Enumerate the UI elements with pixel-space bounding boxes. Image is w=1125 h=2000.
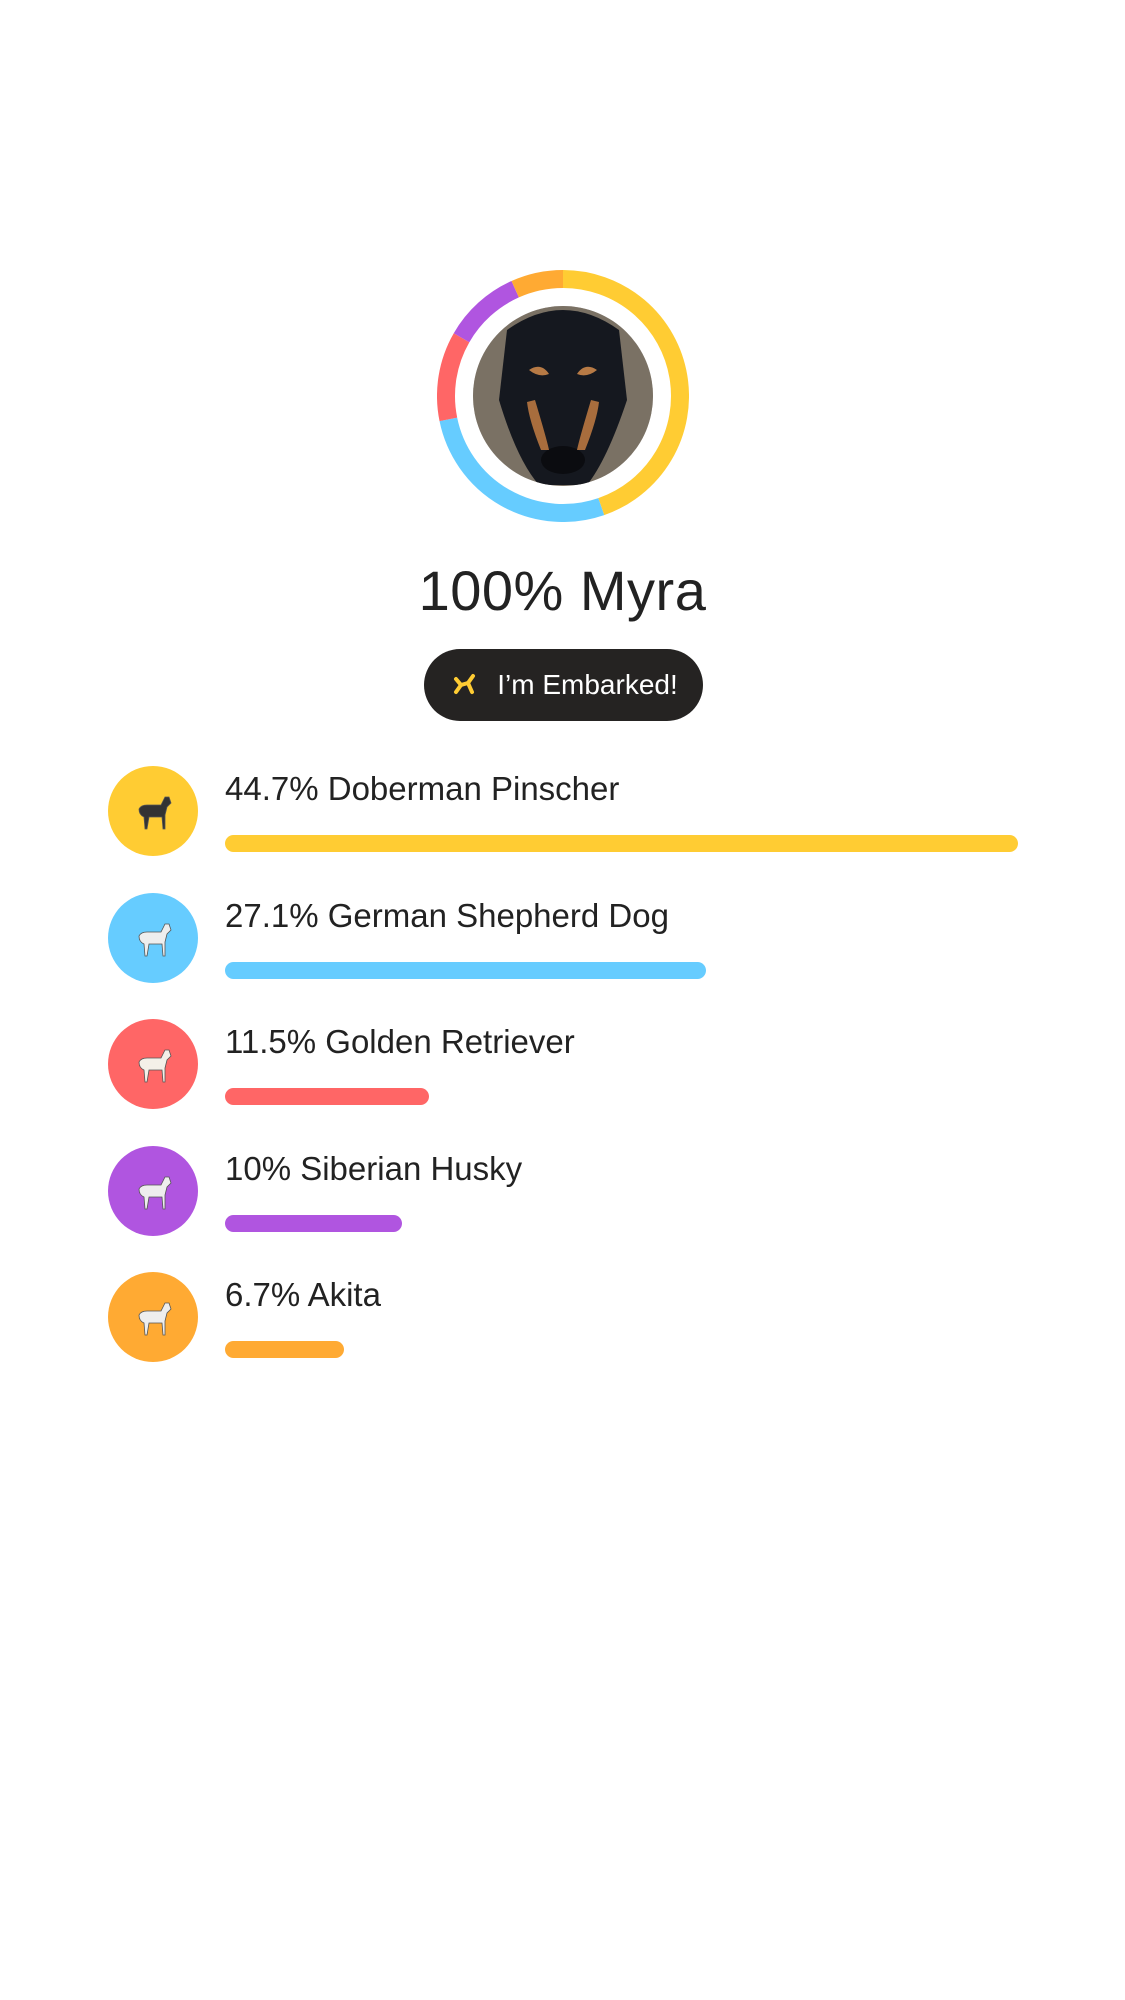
embarked-badge-button[interactable]: I’m Embarked! — [424, 649, 703, 721]
dog-photo — [473, 306, 653, 486]
breed-avatar — [108, 1145, 198, 1236]
breed-row[interactable]: 27.1% German Shepherd Dog — [108, 892, 1058, 993]
breed-row[interactable]: 11.5% Golden Retriever — [108, 1019, 1058, 1119]
breed-label: 10% Siberian Husky — [225, 1149, 523, 1187]
donut-segment-german-shepherd-dog — [439, 417, 605, 522]
german-shepherd-icon — [138, 923, 172, 956]
breed-percent-bar — [225, 1088, 430, 1105]
siberian-husky-icon — [138, 1176, 172, 1209]
doberman-icon — [138, 796, 172, 830]
breed-avatar — [108, 766, 198, 856]
breed-avatar — [108, 892, 198, 983]
breed-percent-bar — [225, 1341, 344, 1358]
breed-row[interactable]: 6.7% Akita — [108, 1272, 1058, 1372]
dog-name-title: 100% Myra — [418, 559, 707, 622]
breed-label: 44.7% Doberman Pinscher — [225, 770, 620, 807]
donut-segment-golden-retriever — [437, 333, 470, 422]
breed-label: 6.7% Akita — [225, 1276, 381, 1313]
breed-avatar — [108, 1019, 198, 1109]
breed-percent-bar — [225, 961, 706, 979]
breed-label: 11.5% Golden Retriever — [225, 1023, 575, 1060]
donut-segment-akita — [511, 270, 564, 298]
akita-icon — [138, 1302, 172, 1336]
breed-row[interactable]: 44.7% Doberman Pinscher — [108, 766, 1058, 866]
breed-percent-bar — [225, 1214, 403, 1232]
badge-label: I’m Embarked! — [497, 669, 678, 700]
donut-segment-siberian-husky — [453, 281, 520, 343]
breed-percent-bar — [225, 835, 1018, 852]
golden-retriever-icon — [138, 1049, 172, 1083]
breed-avatar — [108, 1272, 198, 1362]
breed-label: 27.1% German Shepherd Dog — [225, 896, 669, 934]
donut-segment-doberman-pinscher — [562, 270, 689, 516]
breed-row[interactable]: 10% Siberian Husky — [108, 1145, 1058, 1246]
embark-logo-icon — [454, 674, 476, 694]
breed-donut-chart — [437, 270, 689, 522]
